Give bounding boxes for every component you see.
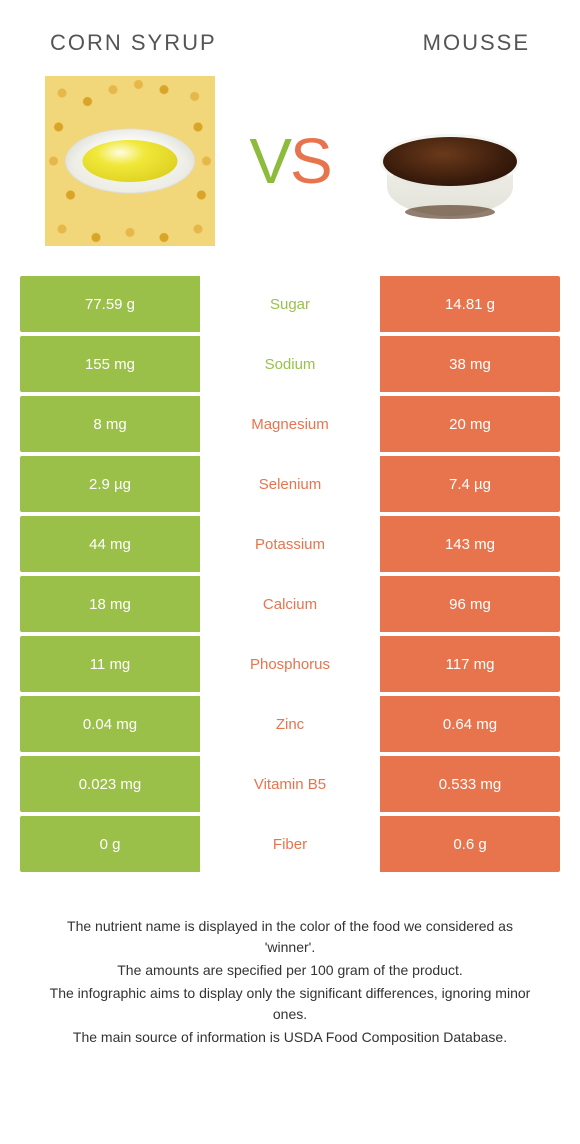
right-value: 7.4 µg bbox=[380, 456, 560, 512]
left-value: 11 mg bbox=[20, 636, 200, 692]
right-value: 38 mg bbox=[380, 336, 560, 392]
footnote-line: The amounts are specified per 100 gram o… bbox=[40, 960, 540, 981]
table-row: 11 mgPhosphorus117 mg bbox=[20, 636, 560, 692]
right-food-image bbox=[360, 71, 540, 251]
left-value: 77.59 g bbox=[20, 276, 200, 332]
nutrient-table: 77.59 gSugar14.81 g155 mgSodium38 mg8 mg… bbox=[20, 276, 560, 886]
right-value: 96 mg bbox=[380, 576, 560, 632]
images-row: VS bbox=[20, 76, 560, 276]
footnote-line: The infographic aims to display only the… bbox=[40, 983, 540, 1025]
mousse-icon bbox=[365, 76, 535, 246]
nutrient-name: Potassium bbox=[200, 516, 380, 572]
right-value: 0.533 mg bbox=[380, 756, 560, 812]
right-value: 117 mg bbox=[380, 636, 560, 692]
left-value: 44 mg bbox=[20, 516, 200, 572]
vs-s: S bbox=[290, 125, 331, 197]
right-value: 0.64 mg bbox=[380, 696, 560, 752]
nutrient-name: Calcium bbox=[200, 576, 380, 632]
nutrient-name: Sodium bbox=[200, 336, 380, 392]
table-row: 77.59 gSugar14.81 g bbox=[20, 276, 560, 332]
footnote-line: The nutrient name is displayed in the co… bbox=[40, 916, 540, 958]
nutrient-name: Phosphorus bbox=[200, 636, 380, 692]
nutrient-name: Vitamin B5 bbox=[200, 756, 380, 812]
left-food-image bbox=[40, 71, 220, 251]
table-row: 155 mgSodium38 mg bbox=[20, 336, 560, 392]
left-value: 18 mg bbox=[20, 576, 200, 632]
corn-syrup-icon bbox=[45, 76, 215, 246]
footnote-line: The main source of information is USDA F… bbox=[40, 1027, 540, 1048]
left-value: 0.023 mg bbox=[20, 756, 200, 812]
footnotes: The nutrient name is displayed in the co… bbox=[20, 886, 560, 1048]
table-row: 0.04 mgZinc0.64 mg bbox=[20, 696, 560, 752]
left-value: 155 mg bbox=[20, 336, 200, 392]
table-row: 18 mgCalcium96 mg bbox=[20, 576, 560, 632]
table-row: 8 mgMagnesium20 mg bbox=[20, 396, 560, 452]
vs-label: VS bbox=[249, 124, 330, 198]
right-value: 20 mg bbox=[380, 396, 560, 452]
titles-row: CORN SYRUP MOUSSE bbox=[20, 30, 560, 76]
nutrient-name: Sugar bbox=[200, 276, 380, 332]
table-row: 0.023 mgVitamin B50.533 mg bbox=[20, 756, 560, 812]
left-food-title: CORN SYRUP bbox=[50, 30, 217, 56]
table-row: 0 gFiber0.6 g bbox=[20, 816, 560, 872]
right-value: 143 mg bbox=[380, 516, 560, 572]
left-value: 0 g bbox=[20, 816, 200, 872]
left-value: 2.9 µg bbox=[20, 456, 200, 512]
table-row: 44 mgPotassium143 mg bbox=[20, 516, 560, 572]
nutrient-name: Zinc bbox=[200, 696, 380, 752]
vs-v: V bbox=[249, 125, 290, 197]
table-row: 2.9 µgSelenium7.4 µg bbox=[20, 456, 560, 512]
left-value: 0.04 mg bbox=[20, 696, 200, 752]
nutrient-name: Selenium bbox=[200, 456, 380, 512]
right-food-title: MOUSSE bbox=[423, 30, 530, 56]
nutrient-name: Magnesium bbox=[200, 396, 380, 452]
right-value: 0.6 g bbox=[380, 816, 560, 872]
right-value: 14.81 g bbox=[380, 276, 560, 332]
left-value: 8 mg bbox=[20, 396, 200, 452]
nutrient-name: Fiber bbox=[200, 816, 380, 872]
